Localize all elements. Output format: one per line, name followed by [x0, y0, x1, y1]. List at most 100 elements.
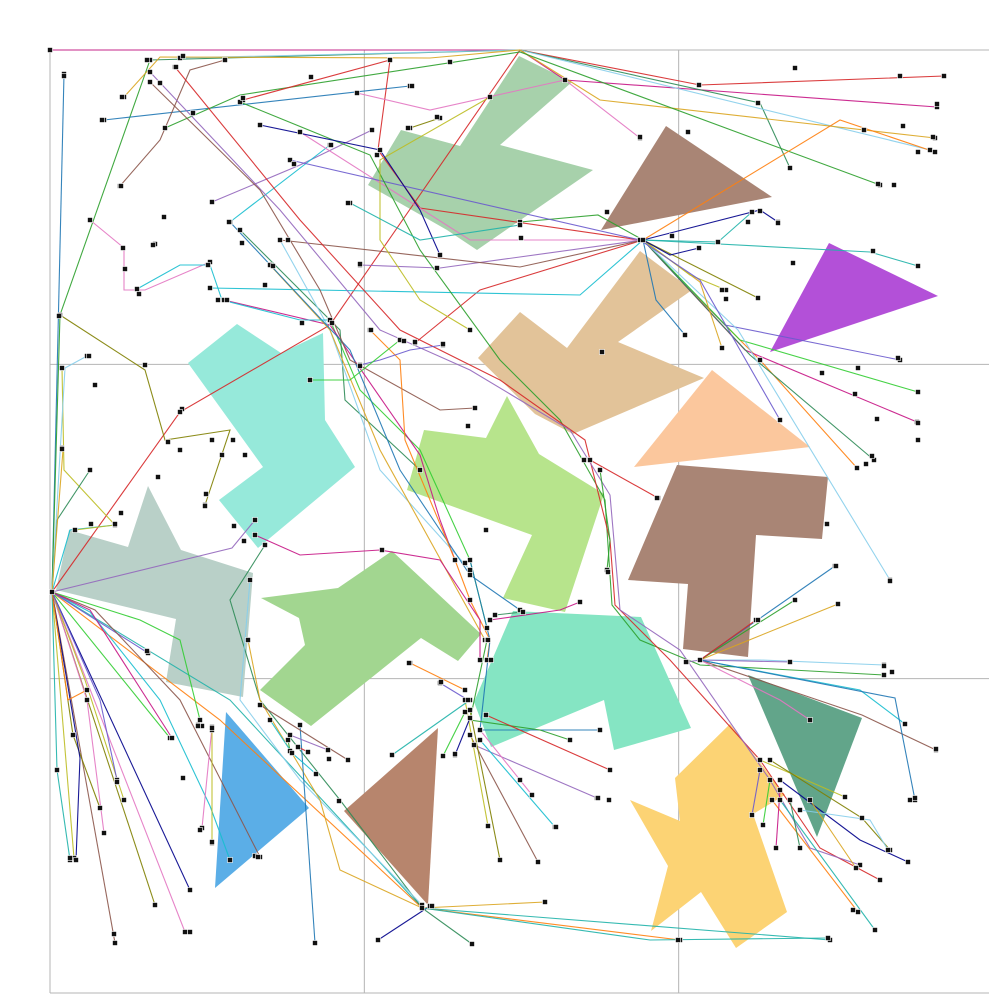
terminal-node — [562, 77, 568, 83]
route-wire — [699, 599, 796, 661]
route-wire — [51, 519, 256, 593]
terminal-node — [517, 777, 523, 783]
terminal-node — [434, 114, 440, 120]
terminal-node — [56, 313, 62, 319]
terminal-node — [915, 149, 921, 155]
terminal-node — [326, 756, 332, 762]
route-wire — [51, 591, 173, 739]
terminal-node — [520, 609, 526, 615]
terminal-node — [241, 538, 247, 544]
terminal-node — [719, 287, 725, 293]
terminal-node — [205, 262, 211, 268]
terminal-node — [488, 657, 494, 663]
route-wire — [149, 71, 861, 866]
terminal-node — [775, 220, 781, 226]
terminal-node — [59, 446, 65, 452]
terminal-node — [749, 209, 755, 215]
route-wire — [51, 591, 201, 721]
terminal-node — [467, 715, 473, 721]
terminal-node — [237, 227, 243, 233]
route-wire — [469, 734, 539, 863]
terminal-node — [587, 457, 593, 463]
route-wire — [779, 799, 876, 931]
terminal-node — [881, 672, 887, 678]
terminal-node — [419, 905, 425, 911]
terminal-node — [224, 297, 230, 303]
terminal-node — [121, 797, 127, 803]
route-wire — [699, 603, 839, 661]
terminal-node — [375, 937, 381, 943]
terminal-node — [787, 659, 793, 665]
terminal-node — [487, 617, 493, 623]
terminal-node — [440, 341, 446, 347]
terminal-node — [477, 727, 483, 733]
terminal-node — [262, 542, 268, 548]
terminal-node — [518, 235, 524, 241]
terminal-node — [119, 94, 125, 100]
terminal-node — [842, 794, 848, 800]
terminal-node — [915, 437, 921, 443]
terminal-node — [792, 65, 798, 71]
terminal-node — [165, 439, 171, 445]
route-wire — [489, 601, 581, 621]
route-wire — [473, 744, 598, 799]
route-wire — [642, 239, 875, 461]
route-wire — [409, 662, 466, 691]
terminal-node — [237, 99, 243, 105]
obstacle-shape — [56, 486, 253, 697]
terminal-node — [177, 447, 183, 453]
terminal-node — [49, 589, 55, 595]
terminal-node — [755, 617, 761, 623]
obstacle-shape — [474, 611, 691, 750]
terminal-node — [877, 877, 883, 883]
terminal-node — [277, 237, 283, 243]
obstacle-shape — [630, 724, 787, 948]
terminal-node — [777, 777, 783, 783]
terminal-node — [73, 857, 79, 863]
terminal-node — [857, 862, 863, 868]
terminal-node — [313, 771, 319, 777]
terminal-node — [897, 73, 903, 79]
route-wire — [751, 769, 761, 816]
route-wire — [51, 591, 831, 941]
route-wire — [442, 711, 466, 757]
terminal-node — [462, 560, 468, 566]
terminal-node — [152, 902, 158, 908]
terminal-node — [187, 929, 193, 935]
terminal-node — [144, 648, 150, 654]
terminal-node — [197, 717, 203, 723]
terminal-node — [719, 345, 725, 351]
terminal-node — [669, 233, 675, 239]
route-wire — [414, 239, 644, 344]
route-wire — [211, 129, 373, 203]
terminal-node — [757, 767, 763, 773]
terminal-node — [417, 467, 423, 473]
terminal-node — [905, 859, 911, 865]
terminal-node — [915, 263, 921, 269]
terminal-node — [247, 577, 253, 583]
route-wire — [229, 544, 473, 945]
terminal-node — [870, 248, 876, 254]
obstacle-shape — [601, 126, 772, 230]
route-wire — [771, 799, 859, 913]
terminal-node — [227, 857, 233, 863]
terminal-node — [195, 723, 201, 729]
route-wire — [356, 79, 641, 139]
terminal-node — [881, 663, 887, 669]
terminal-node — [581, 457, 587, 463]
terminal-node — [120, 245, 126, 251]
route-wire — [349, 202, 521, 241]
obstacle-shape — [748, 675, 862, 837]
terminal-node — [412, 339, 418, 345]
terminal-node — [777, 417, 783, 423]
obstacle-shape — [634, 370, 810, 467]
route-wire — [51, 591, 116, 944]
terminal-node — [325, 747, 331, 753]
terminal-node — [312, 940, 318, 946]
terminal-node — [853, 865, 859, 871]
terminal-node — [577, 599, 583, 605]
terminal-node — [902, 721, 908, 727]
terminal-node — [599, 349, 605, 355]
route-wire — [377, 905, 431, 941]
terminal-node — [61, 73, 67, 79]
